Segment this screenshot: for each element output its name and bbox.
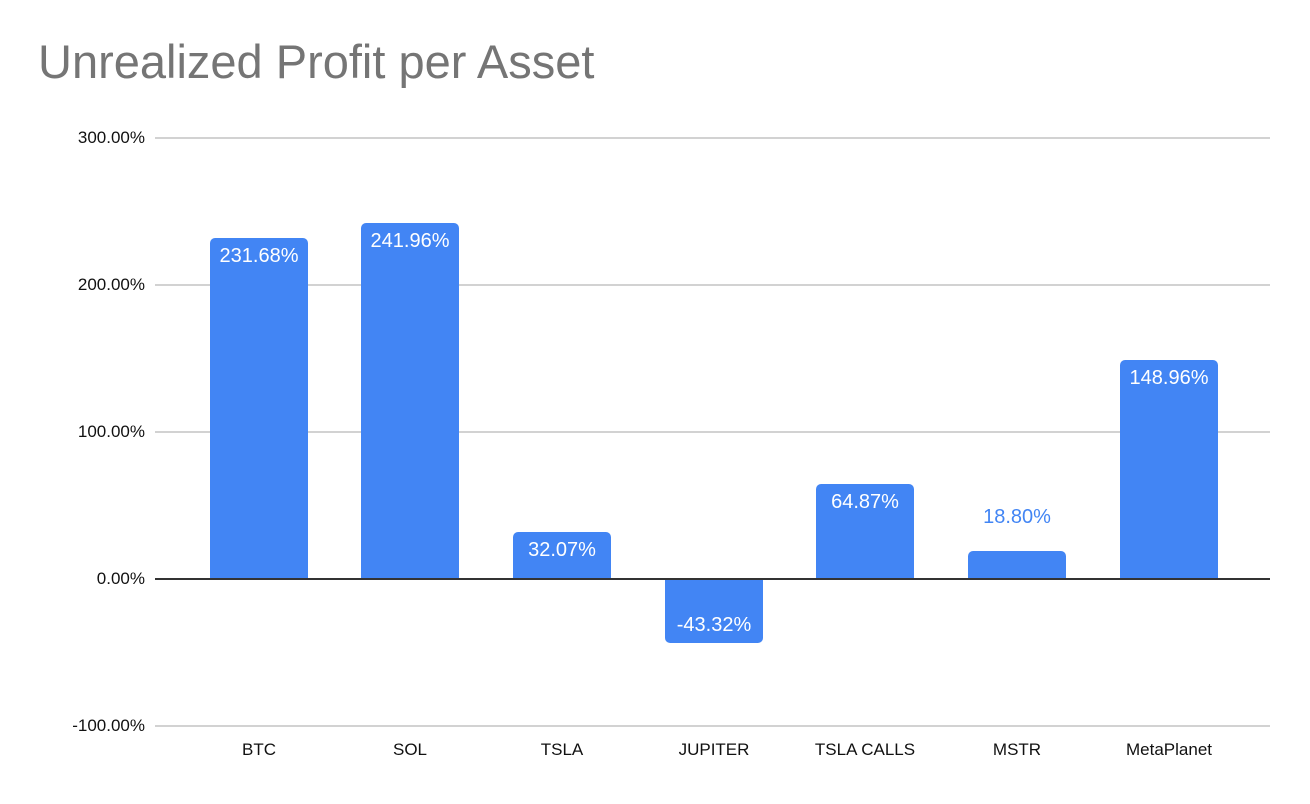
- bar-value-label-tsla-calls: 64.87%: [831, 491, 899, 513]
- bar-sol: [361, 223, 459, 579]
- bar-metaplanet: [1120, 360, 1218, 579]
- bar-tsla: [513, 532, 611, 579]
- x-axis-label-mstr: MSTR: [992, 740, 1042, 759]
- gridline: [155, 725, 1270, 727]
- y-axis-tick-label: 0.00%: [96, 569, 145, 588]
- x-axis-label-metaplanet: MetaPlanet: [1126, 740, 1212, 759]
- gridline: [155, 284, 1270, 286]
- gridline: [155, 431, 1270, 433]
- bar-value-label-metaplanet: 148.96%: [1129, 367, 1209, 389]
- x-axis-zero-line: [155, 578, 1270, 580]
- bar-value-label-tsla: 32.07%: [528, 539, 596, 561]
- x-axis-label-sol: SOL: [392, 740, 428, 759]
- x-axis-label-tsla-calls: TSLA CALLS: [814, 740, 916, 759]
- x-axis-label-jupiter: JUPITER: [678, 740, 750, 759]
- bar-mstr: [968, 551, 1066, 579]
- bar-value-label-btc: 231.68%: [219, 245, 299, 267]
- chart-title: Unrealized Profit per Asset: [38, 35, 595, 88]
- bar-value-label-mstr: 18.80%: [983, 506, 1051, 528]
- bar-tsla-calls: [816, 484, 914, 579]
- bar-jupiter: [665, 579, 763, 643]
- y-axis-tick-label: 200.00%: [77, 275, 145, 294]
- gridline: [155, 137, 1270, 139]
- x-axis-label-btc: BTC: [242, 740, 276, 759]
- bar-value-label-sol: 241.96%: [370, 230, 450, 252]
- y-axis-tick-label: 300.00%: [77, 128, 145, 147]
- x-axis-label-tsla: TSLA: [540, 740, 584, 759]
- y-axis-tick-label: -100.00%: [72, 716, 145, 735]
- bar-value-label-jupiter: -43.32%: [676, 614, 752, 636]
- bar-btc: [210, 238, 308, 579]
- y-axis-tick-label: 100.00%: [77, 422, 145, 441]
